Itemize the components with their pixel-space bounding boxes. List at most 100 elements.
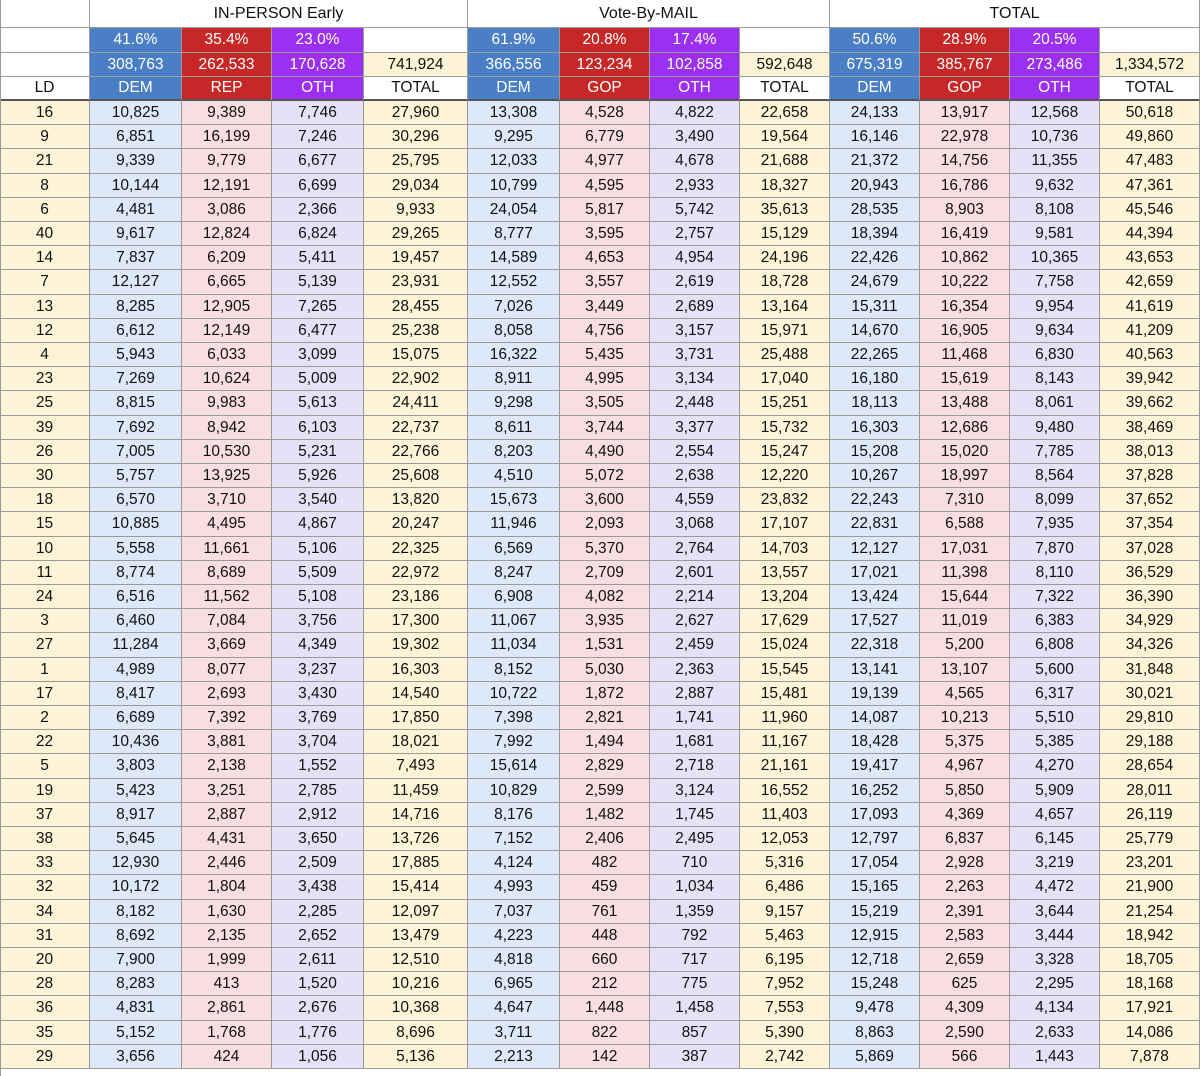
- data-cell[interactable]: 25,608: [364, 464, 468, 488]
- data-cell[interactable]: 18,021: [364, 730, 468, 754]
- data-cell[interactable]: 19,302: [364, 633, 468, 658]
- data-cell[interactable]: 5,106: [272, 537, 364, 561]
- data-cell[interactable]: 44,394: [1100, 222, 1200, 246]
- column-header[interactable]: OTH: [272, 77, 364, 101]
- data-cell[interactable]: 10,365: [1010, 246, 1100, 270]
- data-cell[interactable]: 14,703: [740, 537, 830, 561]
- data-cell[interactable]: 448: [560, 924, 650, 948]
- data-cell[interactable]: 7,026: [468, 295, 560, 319]
- data-cell[interactable]: 15,024: [740, 633, 830, 658]
- data-cell[interactable]: 8,815: [90, 391, 182, 416]
- data-cell[interactable]: 29,188: [1100, 730, 1200, 754]
- data-cell[interactable]: 2,676: [272, 996, 364, 1021]
- data-cell[interactable]: 6,837: [920, 827, 1010, 851]
- data-cell[interactable]: 10,722: [468, 682, 560, 706]
- data-cell[interactable]: 25,488: [740, 343, 830, 367]
- data-cell[interactable]: 40,563: [1100, 343, 1200, 367]
- data-cell[interactable]: 34,929: [1100, 609, 1200, 633]
- row-ld-cell[interactable]: 28: [0, 972, 90, 996]
- data-cell[interactable]: 10,368: [364, 996, 468, 1021]
- sum-cell[interactable]: 123,234: [560, 53, 650, 77]
- data-cell[interactable]: 5,558: [90, 537, 182, 561]
- data-cell[interactable]: 3,251: [182, 779, 272, 803]
- data-cell[interactable]: 15,020: [920, 440, 1010, 464]
- data-cell[interactable]: 4,349: [272, 633, 364, 658]
- data-cell[interactable]: 482: [560, 851, 650, 875]
- data-cell[interactable]: 4,490: [560, 440, 650, 464]
- column-header[interactable]: OTH: [1010, 77, 1100, 101]
- data-cell[interactable]: 2,093: [560, 512, 650, 537]
- row-ld-cell[interactable]: 35: [0, 1021, 90, 1045]
- data-cell[interactable]: 13,820: [364, 488, 468, 512]
- data-cell[interactable]: 11,355: [1010, 149, 1100, 174]
- data-cell[interactable]: 1,443: [1010, 1045, 1100, 1069]
- data-cell[interactable]: 5,869: [830, 1045, 920, 1069]
- data-cell[interactable]: 8,774: [90, 561, 182, 585]
- data-cell[interactable]: 10,829: [468, 779, 560, 803]
- data-cell[interactable]: 11,067: [468, 609, 560, 633]
- data-cell[interactable]: 7,837: [90, 246, 182, 270]
- data-cell[interactable]: 4,134: [1010, 996, 1100, 1021]
- data-cell[interactable]: 47,483: [1100, 149, 1200, 174]
- data-cell[interactable]: 10,216: [364, 972, 468, 996]
- data-cell[interactable]: 11,468: [920, 343, 1010, 367]
- data-cell[interactable]: 12,220: [740, 464, 830, 488]
- data-cell[interactable]: 5,030: [560, 658, 650, 682]
- row-ld-cell[interactable]: 20: [0, 948, 90, 972]
- data-cell[interactable]: 8,099: [1010, 488, 1100, 512]
- data-cell[interactable]: 15,208: [830, 440, 920, 464]
- data-cell[interactable]: 5,072: [560, 464, 650, 488]
- data-cell[interactable]: 31,848: [1100, 658, 1200, 682]
- data-cell[interactable]: 12,718: [830, 948, 920, 972]
- pct-cell[interactable]: 17.4%: [650, 28, 740, 53]
- data-cell[interactable]: 14,589: [468, 246, 560, 270]
- data-cell[interactable]: 15,414: [364, 875, 468, 900]
- data-cell[interactable]: 10,172: [90, 875, 182, 900]
- data-cell[interactable]: 4,967: [920, 754, 1010, 779]
- data-cell[interactable]: 16,354: [920, 295, 1010, 319]
- data-cell[interactable]: 30,296: [364, 125, 468, 149]
- data-cell[interactable]: 2,861: [182, 996, 272, 1021]
- data-cell[interactable]: 25,238: [364, 319, 468, 343]
- data-cell[interactable]: 10,862: [920, 246, 1010, 270]
- data-cell[interactable]: 6,965: [468, 972, 560, 996]
- data-cell[interactable]: 8,863: [830, 1021, 920, 1045]
- data-cell[interactable]: 7,392: [182, 706, 272, 730]
- data-cell[interactable]: 4,082: [560, 585, 650, 609]
- row-ld-cell[interactable]: 38: [0, 827, 90, 851]
- pct-cell[interactable]: 50.6%: [830, 28, 920, 53]
- data-cell[interactable]: 15,311: [830, 295, 920, 319]
- row-ld-cell[interactable]: 26: [0, 440, 90, 464]
- data-cell[interactable]: 4,481: [90, 198, 182, 222]
- data-cell[interactable]: 11,284: [90, 633, 182, 658]
- data-cell[interactable]: 22,831: [830, 512, 920, 537]
- data-cell[interactable]: 14,087: [830, 706, 920, 730]
- data-cell[interactable]: 13,479: [364, 924, 468, 948]
- row-ld-cell[interactable]: 10: [0, 537, 90, 561]
- data-cell[interactable]: 4,595: [560, 174, 650, 198]
- data-cell[interactable]: 7,322: [1010, 585, 1100, 609]
- data-cell[interactable]: 15,219: [830, 900, 920, 924]
- data-cell[interactable]: 6,195: [740, 948, 830, 972]
- data-cell[interactable]: 17,040: [740, 367, 830, 391]
- data-cell[interactable]: 7,005: [90, 440, 182, 464]
- data-cell[interactable]: 4,678: [650, 149, 740, 174]
- data-cell[interactable]: 2,285: [272, 900, 364, 924]
- data-cell[interactable]: 8,152: [468, 658, 560, 682]
- data-cell[interactable]: 17,093: [830, 803, 920, 827]
- data-cell[interactable]: 2,933: [650, 174, 740, 198]
- data-cell[interactable]: 5,850: [920, 779, 1010, 803]
- data-cell[interactable]: 2,135: [182, 924, 272, 948]
- data-cell[interactable]: 11,661: [182, 537, 272, 561]
- data-cell[interactable]: 18,113: [830, 391, 920, 416]
- data-cell[interactable]: 11,403: [740, 803, 830, 827]
- data-cell[interactable]: 1,768: [182, 1021, 272, 1045]
- data-cell[interactable]: 7,037: [468, 900, 560, 924]
- data-cell[interactable]: 2,599: [560, 779, 650, 803]
- data-cell[interactable]: 8,061: [1010, 391, 1100, 416]
- data-cell[interactable]: 16,419: [920, 222, 1010, 246]
- data-cell[interactable]: 4,867: [272, 512, 364, 537]
- data-cell[interactable]: 11,946: [468, 512, 560, 537]
- column-header[interactable]: GOP: [920, 77, 1010, 101]
- data-cell[interactable]: 9,478: [830, 996, 920, 1021]
